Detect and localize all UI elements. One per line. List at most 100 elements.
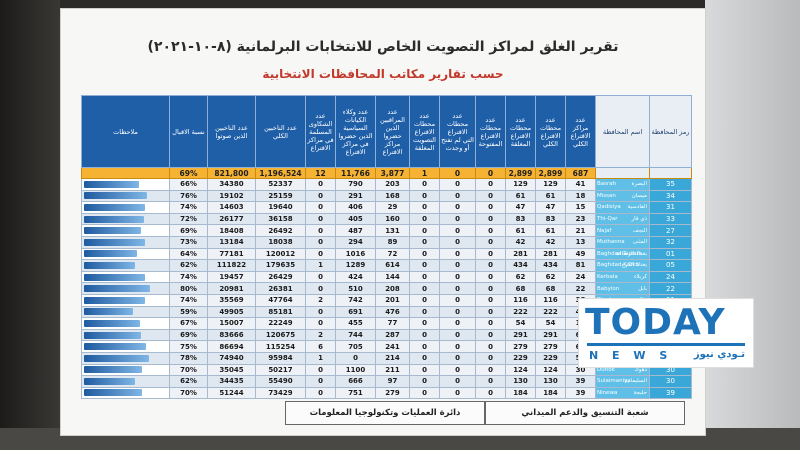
row-stations-total: 281 [535,247,566,261]
turnout-bar [84,366,143,374]
row-gov: Babylon بابل [595,282,650,295]
row-stations-total: 434 [535,259,566,272]
row-agents-present: 476 [375,305,410,319]
row-turnout: 67% [169,317,208,330]
row-complaints: 0 [305,201,336,214]
row-voters-total: 85181 [255,305,306,319]
row-stations-closed: 83 [505,212,536,226]
row-turnout: 59% [169,305,208,319]
total-party-agents: 11,766 [335,167,376,179]
row-stations-total: 116 [535,293,566,307]
row-party-agents: 510 [335,282,376,295]
row-code: 24 [649,270,692,284]
header-voters-total: عدد الناخبين الكلي [255,95,306,168]
logo-underline [587,343,745,346]
row-gov: Muthanna المثنى [595,235,650,249]
row-stations-open: 0 [475,178,506,191]
row-notes [81,317,170,330]
row-turnout: 72% [169,212,208,226]
row-turnout: 76% [169,189,208,203]
row-turnout: 70% [169,386,208,400]
row-stations-late: 0 [439,282,476,295]
row-agents-present: 614 [375,259,410,272]
row-stations-total: 279 [535,340,566,353]
table-row: 24 Kerbala كربلاء 24 62 62 0 0 0 144 424 0 26429 194… [81,270,692,284]
row-stations-closed: 184 [505,386,536,400]
row-agents-present: 287 [375,328,410,342]
row-turnout: 74% [169,270,208,284]
row-gov-english: Thi-Qar [597,216,618,223]
row-stations-open: 0 [475,270,506,284]
row-gov-english: Baghdad Rusafa [597,250,642,257]
row-stations-total: 54 [535,317,566,330]
total-stations-total: 2,899 [535,167,566,179]
row-agents-present: 279 [375,386,410,400]
results-table-wrapper: رمز المحافظة اسم المحافظة عدد مراكز الاق… [81,95,692,400]
row-notes [81,386,170,400]
row-gov-english: Qadisiya [597,204,621,211]
row-voters-total: 36158 [255,212,306,226]
row-code: 05 [649,259,692,272]
row-party-agents: 455 [335,317,376,330]
row-turnout: 64% [169,247,208,261]
row-party-agents: 1289 [335,259,376,272]
turnout-bar [84,285,151,293]
row-voters-total: 26429 [255,270,306,284]
row-voters-total: 55490 [255,375,306,388]
row-turnout: 73% [169,235,208,249]
table-row: 05 Baghdad Karkh بغداد الكرخ 81 434 434 0 0 0 61… [81,259,692,272]
row-centers: 39 [565,386,596,400]
row-complaints: 0 [305,375,336,388]
row-stations-open: 0 [475,351,506,365]
row-stations-total: 68 [535,282,566,295]
row-gov-arabic: القادسية [627,204,647,211]
row-gov-arabic: دهوك [634,366,647,373]
row-gov: Najaf النجف [595,224,650,237]
logo-news-text: N E W S [589,349,673,362]
row-voters-voted: 14603 [207,201,256,214]
row-stations-open: 0 [475,224,506,237]
row-stations-late: 0 [439,189,476,203]
row-gov: Basrah البصرة [595,178,650,191]
row-voters-total: 26381 [255,282,306,295]
row-agents-present: 168 [375,189,410,203]
row-code: 32 [649,235,692,249]
total-stations-late: 0 [439,167,476,179]
row-gov-arabic: بغداد الكرخ [621,262,647,269]
row-gov: Thi-Qar ذي قار [595,212,650,226]
row-agents-present: 77 [375,317,410,330]
row-turnout: 78% [169,351,208,365]
row-party-agents: 744 [335,328,376,342]
total-voters-total: 1,196,524 [255,167,306,179]
row-stations-staffed: 0 [409,201,440,214]
row-gov-english: Baghdad Karkh [597,262,640,269]
row-stations-staffed: 0 [409,212,440,226]
row-turnout: 66% [169,178,208,191]
row-stations-open: 0 [475,363,506,377]
row-centers: 41 [565,178,596,191]
row-agents-present: 97 [375,375,410,388]
table-row: 30 Sulaimaniya السليمانية 39 130 130 0 0 0 97 666… [81,375,692,388]
row-stations-late: 0 [439,351,476,365]
row-gov-english: Sulaimaniya [597,378,631,385]
row-notes [81,351,170,365]
header-row: رمز المحافظة اسم المحافظة عدد مراكز الاق… [81,95,692,168]
row-stations-late: 0 [439,305,476,319]
total-agents-present: 3,877 [375,167,410,179]
row-notes [81,270,170,284]
table-row: 35 Basrah البصرة 41 129 129 0 0 0 203 790 0 52337 34… [81,178,692,191]
background-left [0,0,60,450]
row-stations-closed: 124 [505,363,536,377]
row-complaints: 1 [305,351,336,365]
row-turnout: 62% [169,259,208,272]
row-stations-late: 0 [439,317,476,330]
row-centers: 49 [565,247,596,261]
row-stations-open: 0 [475,317,506,330]
row-gov: Qadisiya القادسية [595,201,650,214]
row-stations-closed: 116 [505,293,536,307]
header-gov: اسم المحافظة [595,95,650,168]
row-turnout: 69% [169,328,208,342]
row-voters-total: 95984 [255,351,306,365]
row-voters-voted: 26177 [207,212,256,226]
row-turnout: 74% [169,293,208,307]
